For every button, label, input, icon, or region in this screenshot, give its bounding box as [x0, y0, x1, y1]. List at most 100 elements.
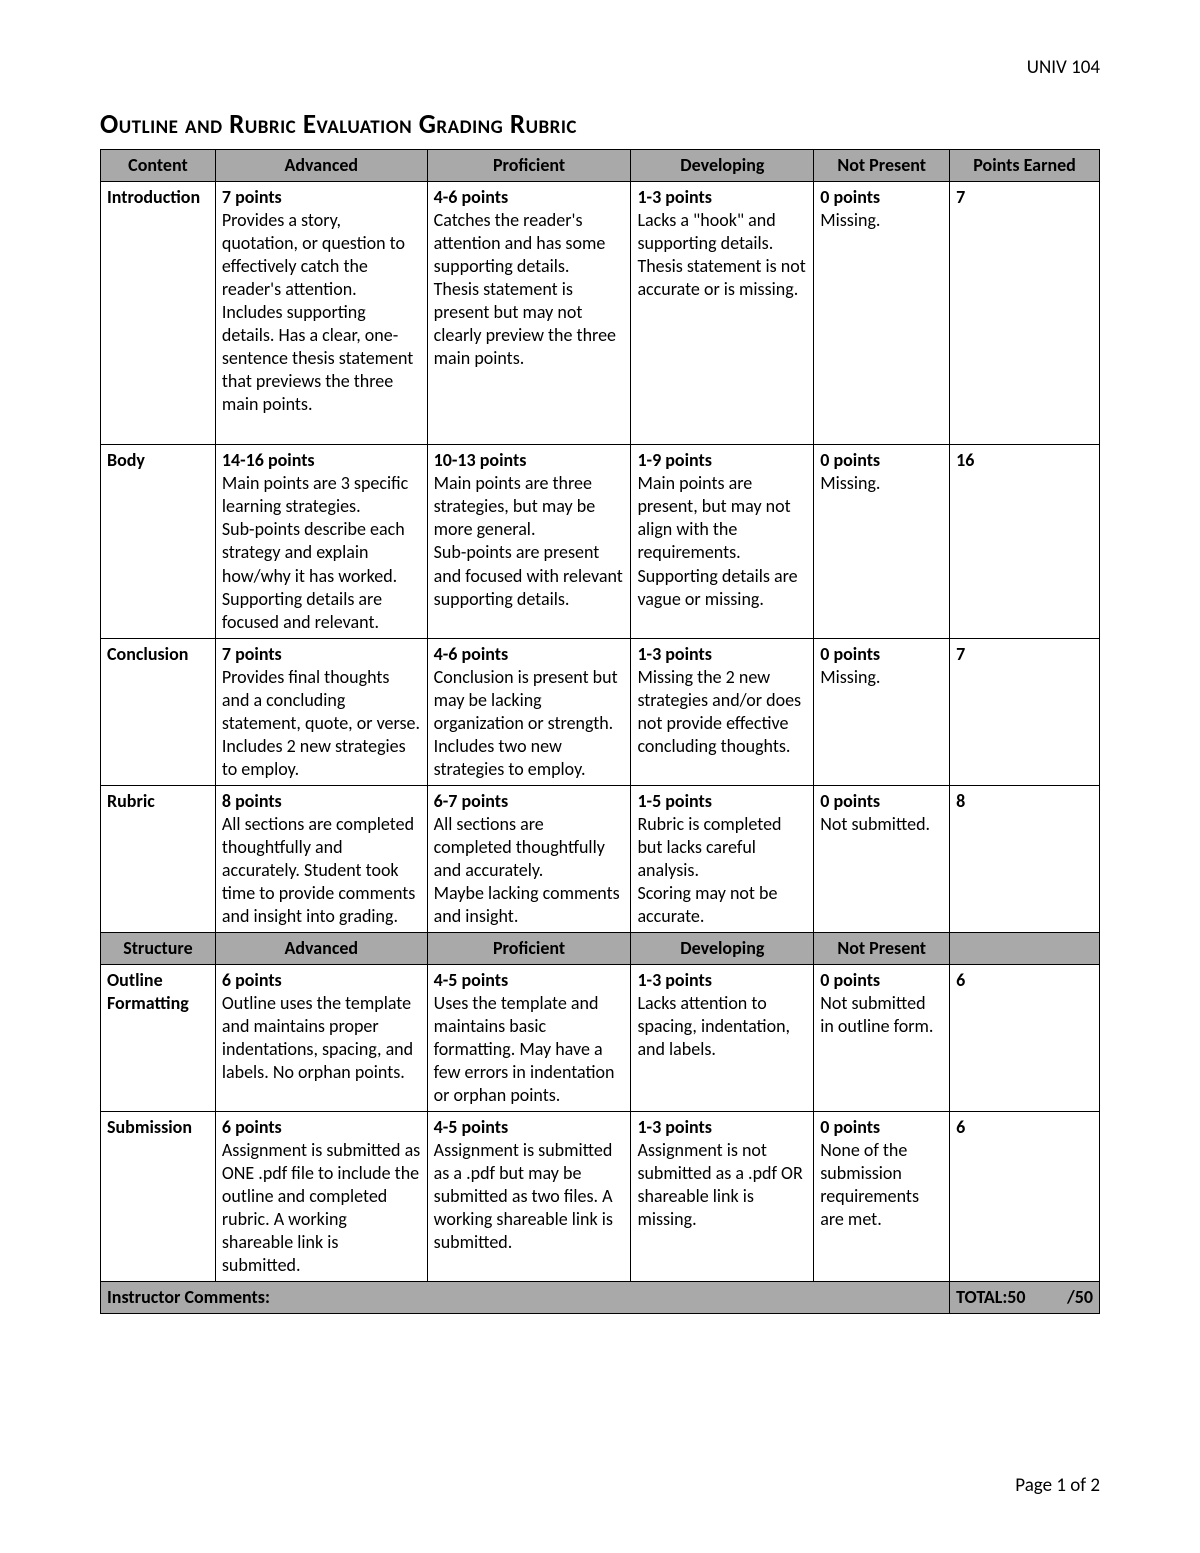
- rubric-cell: 0 pointsMissing.: [814, 445, 950, 638]
- header-cell: Points Earned: [950, 150, 1100, 182]
- total-label: TOTAL:50: [956, 1286, 1025, 1309]
- points-heading: 8 points: [222, 790, 421, 813]
- rubric-cell: 6-7 pointsAll sections are completed tho…: [427, 785, 631, 932]
- rubric-cell: 8 pointsAll sections are completed thoug…: [215, 785, 427, 932]
- footer-row: Instructor Comments:TOTAL:50/50: [101, 1282, 1100, 1314]
- points-earned-cell: 16: [950, 445, 1100, 638]
- header-cell: Proficient: [427, 150, 631, 182]
- rubric-cell: 0 pointsNot submitted in outline form.: [814, 965, 950, 1112]
- points-heading: 0 points: [820, 969, 943, 992]
- cell-text: Outline uses the template and maintains …: [222, 992, 421, 1084]
- row-label: Submission: [101, 1112, 216, 1282]
- table-row: Rubric8 pointsAll sections are completed…: [101, 785, 1100, 932]
- points-heading: 0 points: [820, 790, 943, 813]
- cell-text: Provides a story, quotation, or question…: [222, 209, 421, 416]
- points-heading: 1-9 points: [637, 449, 807, 472]
- points-heading: 1-3 points: [637, 643, 807, 666]
- rubric-cell: 4-5 pointsUses the template and maintain…: [427, 965, 631, 1112]
- course-code: UNIV 104: [1027, 56, 1100, 79]
- header-cell-empty: [950, 932, 1100, 964]
- points-heading: 6 points: [222, 1116, 421, 1139]
- header-cell: Developing: [631, 932, 814, 964]
- title-suffix: Grading Rubric: [419, 108, 577, 141]
- cell-text: Main points are three strategies, but ma…: [434, 472, 625, 610]
- cell-text: All sections are completed thoughtfully …: [222, 813, 421, 928]
- points-heading: 4-6 points: [434, 643, 625, 666]
- header-cell: Developing: [631, 150, 814, 182]
- points-heading: 1-5 points: [637, 790, 807, 813]
- points-heading: 4-5 points: [434, 969, 625, 992]
- header-row: StructureAdvancedProficientDevelopingNot…: [101, 932, 1100, 964]
- points-heading: 14-16 points: [222, 449, 421, 472]
- cell-text: Assignment is submitted as ONE .pdf file…: [222, 1139, 421, 1277]
- row-label: Body: [101, 445, 216, 638]
- header-cell: Not Present: [814, 932, 950, 964]
- table-row: Submission6 pointsAssignment is submitte…: [101, 1112, 1100, 1282]
- points-heading: 6 points: [222, 969, 421, 992]
- row-label: Conclusion: [101, 638, 216, 785]
- rubric-cell: 14-16 pointsMain points are 3 specific l…: [215, 445, 427, 638]
- header-cell: Advanced: [215, 150, 427, 182]
- points-heading: 7 points: [222, 186, 421, 209]
- rubric-cell: 7 pointsProvides a story, quotation, or …: [215, 182, 427, 445]
- header-cell: Advanced: [215, 932, 427, 964]
- rubric-cell: 1-3 pointsAssignment is not submitted as…: [631, 1112, 814, 1282]
- page-number: Page 1 of 2: [1015, 1474, 1100, 1497]
- rubric-cell: 10-13 pointsMain points are three strate…: [427, 445, 631, 638]
- cell-text: Catches the reader's attention and has s…: [434, 209, 625, 370]
- cell-text: Rubric is completed but lacks careful an…: [637, 813, 807, 928]
- points-earned-cell: 7: [950, 638, 1100, 785]
- row-label: Introduction: [101, 182, 216, 445]
- rubric-cell: 0 pointsNot submitted.: [814, 785, 950, 932]
- title-main: Outline and Rubric Evaluation: [100, 108, 412, 141]
- header-cell: Structure: [101, 932, 216, 964]
- table-row: Outline Formatting6 pointsOutline uses t…: [101, 965, 1100, 1112]
- rubric-cell: 6 pointsOutline uses the template and ma…: [215, 965, 427, 1112]
- rubric-cell: 1-3 pointsLacks attention to spacing, in…: [631, 965, 814, 1112]
- rubric-cell: 4-6 pointsCatches the reader's attention…: [427, 182, 631, 445]
- points-heading: 1-3 points: [637, 1116, 807, 1139]
- cell-text: Lacks a "hook" and supporting details. T…: [637, 209, 807, 301]
- points-heading: 1-3 points: [637, 186, 807, 209]
- rubric-cell: 1-9 pointsMain points are present, but m…: [631, 445, 814, 638]
- rubric-cell: 4-5 pointsAssignment is submitted as a .…: [427, 1112, 631, 1282]
- points-heading: 6-7 points: [434, 790, 625, 813]
- cell-text: Missing.: [820, 209, 943, 232]
- points-heading: 4-5 points: [434, 1116, 625, 1139]
- instructor-comments-label: Instructor Comments:: [101, 1282, 950, 1314]
- rubric-cell: 7 pointsProvides final thoughts and a co…: [215, 638, 427, 785]
- cell-text: None of the submission requirements are …: [820, 1139, 943, 1231]
- points-earned-cell: 7: [950, 182, 1100, 445]
- points-earned-cell: 8: [950, 785, 1100, 932]
- rubric-cell: 0 pointsNone of the submission requireme…: [814, 1112, 950, 1282]
- cell-text: Main points are present, but may not ali…: [637, 472, 807, 610]
- points-heading: 10-13 points: [434, 449, 625, 472]
- cell-text: Missing the 2 new strategies and/or does…: [637, 666, 807, 758]
- cell-text: Uses the template and maintains basic fo…: [434, 992, 625, 1107]
- points-earned-cell: 6: [950, 1112, 1100, 1282]
- cell-text: Provides final thoughts and a concluding…: [222, 666, 421, 781]
- points-heading: 7 points: [222, 643, 421, 666]
- header-cell: Content: [101, 150, 216, 182]
- points-heading: 0 points: [820, 643, 943, 666]
- total-cell: TOTAL:50/50: [950, 1282, 1100, 1314]
- page-title: Outline and Rubric Evaluation Grading Ru…: [100, 108, 1100, 141]
- table-row: Conclusion7 pointsProvides final thought…: [101, 638, 1100, 785]
- rubric-cell: 1-3 pointsMissing the 2 new strategies a…: [631, 638, 814, 785]
- rubric-table: ContentAdvancedProficientDevelopingNot P…: [100, 149, 1100, 1314]
- rubric-cell: 0 pointsMissing.: [814, 638, 950, 785]
- points-heading: 0 points: [820, 186, 943, 209]
- header-cell: Not Present: [814, 150, 950, 182]
- header-row: ContentAdvancedProficientDevelopingNot P…: [101, 150, 1100, 182]
- points-earned-cell: 6: [950, 965, 1100, 1112]
- rubric-cell: 6 pointsAssignment is submitted as ONE .…: [215, 1112, 427, 1282]
- cell-text: Not submitted in outline form.: [820, 992, 943, 1038]
- points-heading: 0 points: [820, 449, 943, 472]
- cell-text: All sections are completed thoughtfully …: [434, 813, 625, 928]
- rubric-cell: 1-3 pointsLacks a "hook" and supporting …: [631, 182, 814, 445]
- rubric-cell: 4-6 pointsConclusion is present but may …: [427, 638, 631, 785]
- page: UNIV 104 Outline and Rubric Evaluation G…: [0, 0, 1200, 1553]
- cell-text: Missing.: [820, 666, 943, 689]
- header-cell: Proficient: [427, 932, 631, 964]
- rubric-cell: 0 pointsMissing.: [814, 182, 950, 445]
